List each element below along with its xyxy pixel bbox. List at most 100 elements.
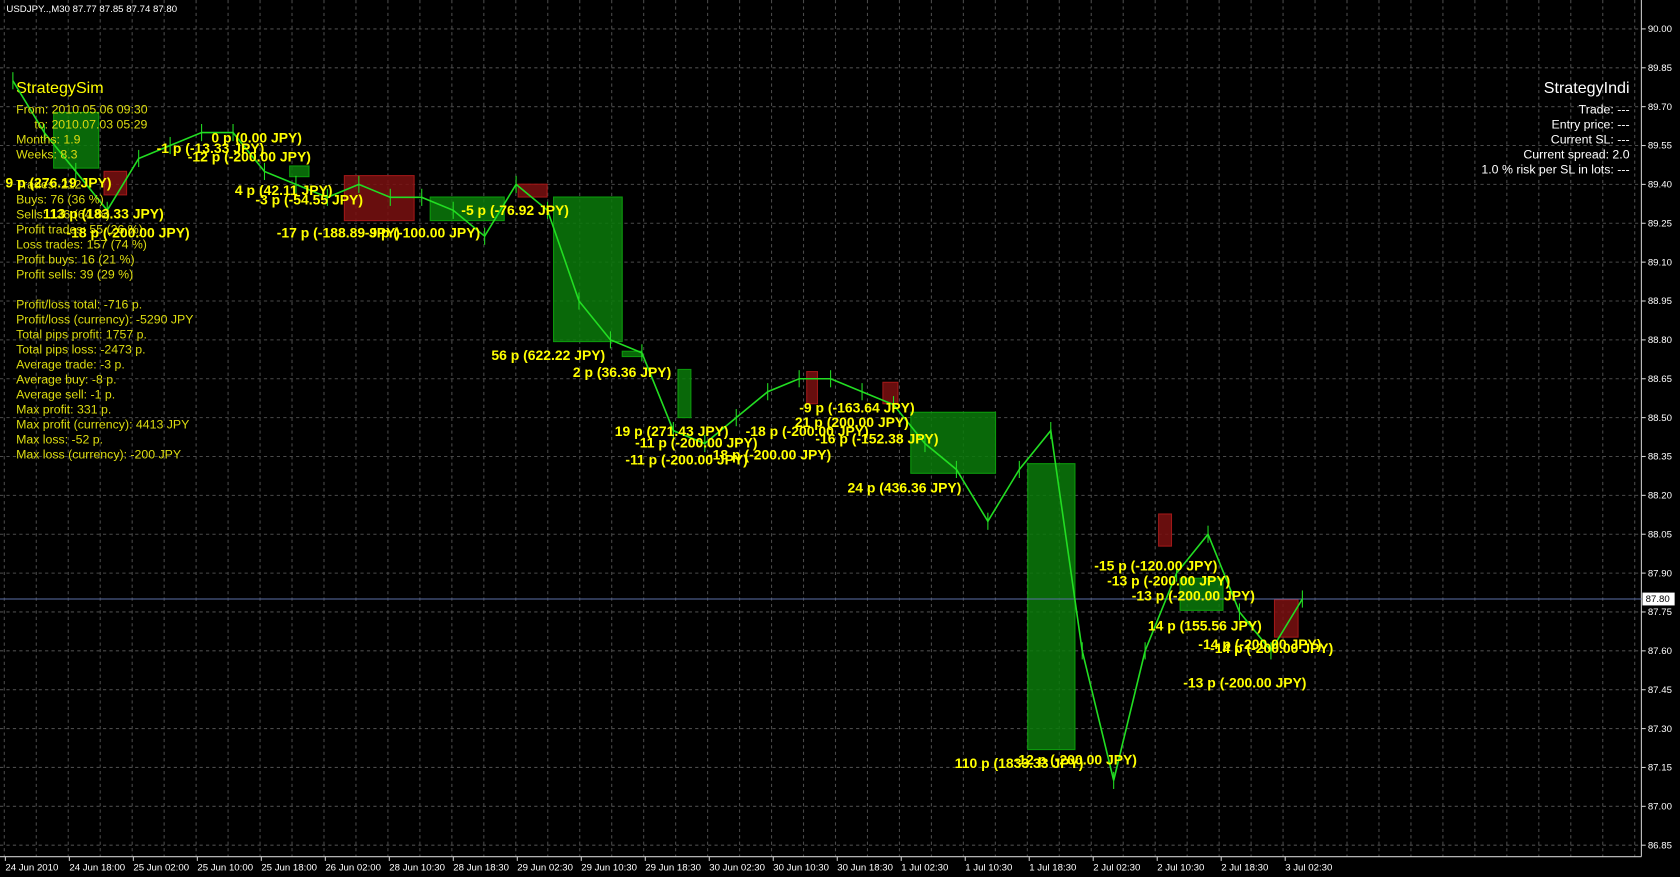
- trade-label: -3 p (-54.55 JPY): [255, 192, 363, 208]
- trade-label: -5 p (-76.92 JPY): [461, 202, 569, 218]
- result-line: Max profit (currency): 4413 JPY: [16, 417, 189, 431]
- price-label: 87.60: [1648, 646, 1672, 657]
- trade-label: -12 p (-200.00 JPY): [1014, 752, 1137, 768]
- trade-label: 0 p (0.00 JPY): [211, 129, 302, 145]
- price-label: 88.05: [1648, 529, 1672, 540]
- result-line: Total pips loss: -2473 p.: [16, 342, 145, 356]
- trade-box: [677, 368, 692, 419]
- price-label: 87.30: [1648, 724, 1672, 735]
- indi-line: 1.0 % risk per SL in lots: ---: [1481, 162, 1629, 176]
- time-label: 25 Jun 02:00: [133, 863, 189, 874]
- price-label: 88.65: [1648, 374, 1672, 385]
- trade-box: [289, 165, 310, 178]
- trade-label: 2 p (36.36 JPY): [573, 364, 671, 380]
- trade-label: 110 p (1833.33 JPY): [955, 755, 1084, 771]
- trade-label: -14 p (-200.00 JPY): [1198, 636, 1321, 652]
- trade-label: -9 p (-100.00 JPY): [365, 225, 480, 241]
- trade-stat-line: Sells: 136 (64 %): [16, 207, 110, 221]
- trade-label: 113 p (183.33 JPY): [43, 205, 164, 221]
- result-line: Average trade: -3 p.: [16, 357, 125, 371]
- trade-label: -18 p (-200.00 JPY): [67, 225, 190, 241]
- time-label: 28 Jun 18:30: [453, 863, 509, 874]
- trade-label: -9 p (-163.64 JPY): [799, 399, 914, 415]
- trade-label: 9 p (276.19 JPY): [5, 174, 111, 190]
- trade-label: 14 p (155.56 JPY): [1148, 618, 1262, 634]
- trade-label: -13 p (-200.00 JPY): [1107, 573, 1230, 589]
- price-label: 89.25: [1648, 218, 1672, 229]
- trade-box: [53, 111, 100, 169]
- trade-box: [1158, 513, 1173, 547]
- price-label: 88.20: [1648, 491, 1672, 502]
- symbol-header: USDJPY..,M30 87.77 87.85 87.74 87.80: [6, 4, 177, 15]
- price-label: 89.70: [1648, 102, 1672, 113]
- price-label: 87.15: [1648, 763, 1672, 774]
- period-line: to: 2010.07.03 05:29: [34, 118, 147, 132]
- time-label: 29 Jun 02:30: [517, 863, 573, 874]
- price-path: [12, 80, 1304, 781]
- time-label: 30 Jun 18:30: [837, 863, 893, 874]
- trade-stat-line: Trades: 212: [16, 177, 81, 191]
- time-label: 30 Jun 02:30: [709, 863, 765, 874]
- right-panel-title: StrategyIndi: [1544, 79, 1630, 97]
- time-label: 25 Jun 18:00: [261, 863, 317, 874]
- time-label: 24 Jun 2010: [5, 863, 58, 874]
- trade-stat-line: Profit buys: 16 (21 %): [16, 252, 134, 266]
- price-label: 87.00: [1648, 802, 1672, 813]
- trade-label: -11 p (-200.00 JPY): [625, 452, 747, 468]
- trade-stat-line: Profit sells: 39 (29 %): [16, 267, 133, 281]
- period-line: From: 2010.05.06 09:30: [16, 103, 148, 117]
- price-label: 86.85: [1648, 840, 1672, 851]
- time-label: 26 Jun 02:00: [325, 863, 381, 874]
- trade-label: 19 p (271.43 JPY): [615, 423, 729, 439]
- indi-line: Current spread: 2.0: [1523, 147, 1629, 161]
- indi-line: Current SL: ---: [1551, 132, 1630, 146]
- time-label: 29 Jun 10:30: [581, 863, 637, 874]
- price-label: 88.35: [1648, 452, 1672, 463]
- trade-box: [806, 371, 819, 405]
- trade-label: 4 p (42.11 JPY): [235, 182, 333, 198]
- trade-stat-line: Buys: 76 (36 %): [16, 192, 104, 206]
- result-line: Average buy: -8 p.: [16, 372, 116, 386]
- result-line: Profit/loss (currency): -5290 JPY: [16, 312, 193, 326]
- time-label: 30 Jun 10:30: [773, 863, 829, 874]
- price-label: 88.95: [1648, 296, 1672, 307]
- indi-line: Trade: ---: [1579, 103, 1630, 117]
- time-label: 2 Jul 10:30: [1157, 863, 1204, 874]
- time-label: 29 Jun 18:30: [645, 863, 701, 874]
- trade-label: -1 p (-13.33 JPY): [157, 140, 265, 156]
- price-label: 87.90: [1648, 568, 1672, 579]
- result-line: Total pips profit: 1757 p.: [16, 327, 147, 341]
- time-label: 1 Jul 18:30: [1029, 863, 1076, 874]
- trade-box: [429, 196, 505, 222]
- trade-label: -15 p (-120.00 JPY): [1094, 558, 1217, 574]
- left-panel-title: StrategySim: [16, 79, 104, 97]
- period-line: Months: 1.9: [16, 132, 81, 146]
- price-label: 89.85: [1648, 63, 1672, 74]
- time-label: 2 Jul 18:30: [1221, 863, 1268, 874]
- price-label: 89.55: [1648, 141, 1672, 152]
- trade-stat-line: Loss trades: 157 (74 %): [16, 237, 147, 251]
- trade-label: -13 p (-200.00 JPY): [1132, 588, 1255, 604]
- current-price-label: 87.80: [1646, 594, 1670, 605]
- period-line: Weeks: 8.3: [16, 147, 78, 161]
- trade-label: -18 p (-200.00 JPY): [708, 446, 831, 462]
- trade-label: -13 p (-200.00 JPY): [1183, 674, 1306, 690]
- trade-box: [1027, 463, 1076, 751]
- time-label: 2 Jul 02:30: [1093, 863, 1140, 874]
- price-label: 87.45: [1648, 685, 1672, 696]
- result-line: Profit/loss total: -716 p.: [16, 297, 142, 311]
- price-label: 89.10: [1648, 257, 1672, 268]
- time-label: 1 Jul 02:30: [901, 863, 948, 874]
- price-label: 89.40: [1648, 180, 1672, 191]
- trade-boxes: [53, 111, 1299, 751]
- result-line: Max loss: -52 p.: [16, 432, 103, 446]
- price-label: 90.00: [1648, 24, 1672, 35]
- trade-label: -18 p (-200.00 JPY): [746, 423, 869, 439]
- indi-line: Entry price: ---: [1552, 118, 1630, 132]
- time-label: 3 Jul 02:30: [1285, 863, 1332, 874]
- result-line: Max profit: 331 p.: [16, 402, 111, 416]
- trade-label: -16 p (-152.38 JPY): [815, 430, 938, 446]
